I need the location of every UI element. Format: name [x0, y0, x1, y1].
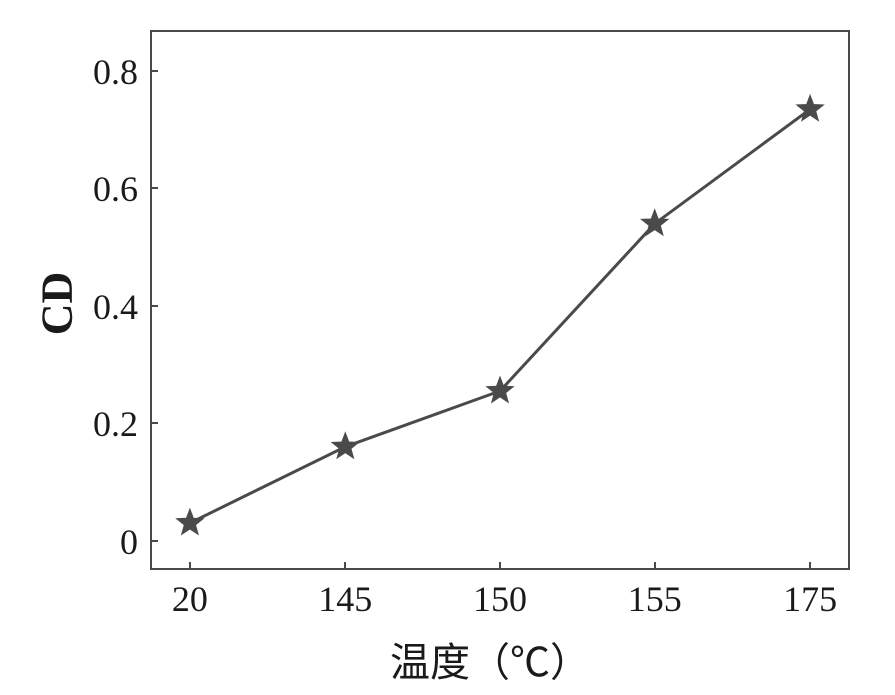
- chart-container: CD 温度（℃） 00.20.40.60.8 20145150155175: [0, 0, 895, 695]
- data-point-star: [641, 210, 668, 235]
- data-point-star: [177, 509, 204, 534]
- plot-svg: [0, 0, 895, 695]
- series-line: [190, 109, 810, 523]
- data-point-star: [332, 433, 359, 458]
